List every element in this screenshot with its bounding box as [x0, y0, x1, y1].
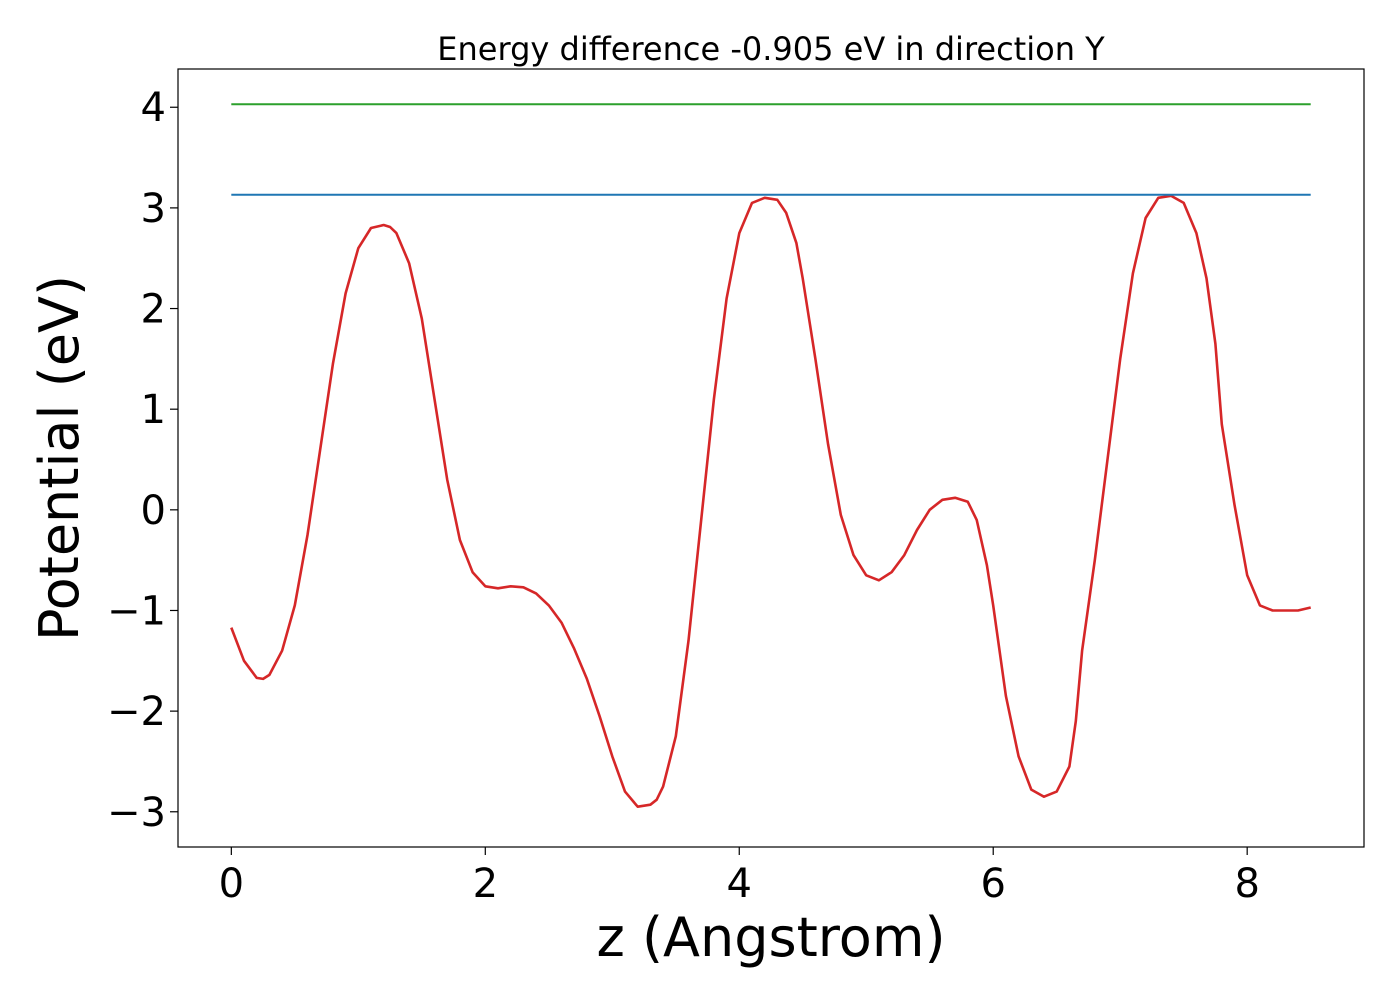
- chart-title: Energy difference -0.905 eV in direction…: [437, 30, 1105, 68]
- y-tick-label: −3: [107, 790, 166, 836]
- y-axis-label: Potential (eV): [28, 275, 91, 641]
- series-layer: [230, 103, 1311, 809]
- x-tick-label: 2: [473, 861, 498, 907]
- x-tick-label: 6: [980, 861, 1005, 907]
- ticks-layer: 0 2 4 6 8 −3 −2 −1 0 1 2 3 4: [107, 85, 1260, 907]
- y-tick-label: 4: [141, 85, 166, 131]
- x-tick-label: 4: [727, 861, 752, 907]
- x-tick-label: 8: [1234, 861, 1259, 907]
- potential-curve: [230, 194, 1311, 809]
- y-tick-label: 0: [141, 488, 166, 534]
- y-tick-label: 3: [141, 186, 166, 232]
- plot-frame: [177, 68, 1365, 848]
- y-tick-label: −1: [107, 588, 166, 634]
- x-axis-label: z (Angstrom): [596, 906, 945, 969]
- y-tick-label: 2: [141, 287, 166, 333]
- y-tick-label: 1: [141, 387, 166, 433]
- x-tick-label: 0: [219, 861, 244, 907]
- y-tick-label: −2: [107, 689, 166, 735]
